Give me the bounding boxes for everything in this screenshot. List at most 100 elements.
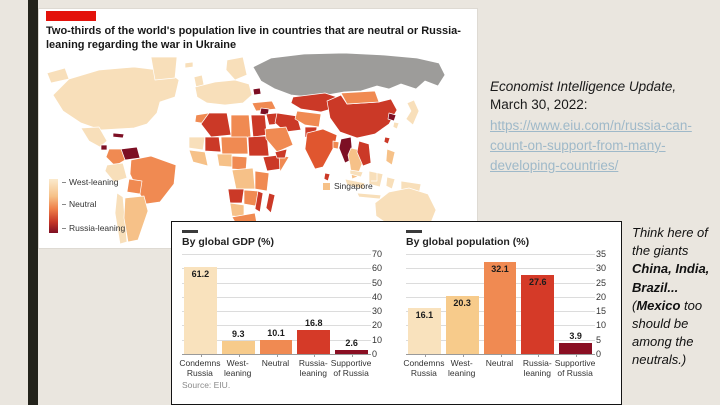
y-tick-label-60: 60 — [372, 263, 383, 274]
country-bangladesh — [332, 140, 340, 150]
country-japan — [405, 99, 420, 126]
country-sri-lanka — [323, 172, 331, 182]
country-dr-congo — [231, 167, 256, 190]
bar-russia-leaning — [297, 330, 331, 354]
country-colombia — [105, 148, 126, 167]
legend-label-russia-leaning: Russia-leaning — [62, 223, 125, 233]
country-north-korea — [387, 112, 397, 122]
region-east-africa — [254, 170, 270, 192]
y-tick-label-10: 10 — [596, 320, 607, 331]
gridline-50 — [182, 282, 371, 284]
y-tick-label-5: 5 — [596, 334, 602, 345]
country-iceland — [184, 61, 194, 69]
region-vietnam-laos — [356, 140, 372, 167]
gridline-60 — [182, 268, 371, 270]
country-libya — [230, 114, 252, 139]
y-tick-label-50: 50 — [372, 277, 383, 288]
country-mozambique — [254, 190, 264, 213]
region-namibia-botswana — [229, 202, 245, 218]
y-tick-label-20: 20 — [372, 320, 383, 331]
slide-edge-accent-bar — [28, 0, 38, 405]
bar-supportive-of-russia — [335, 350, 368, 354]
category-label-neutral: Neutral — [261, 358, 290, 368]
island-borneo — [368, 170, 384, 188]
x-tick — [200, 354, 202, 357]
citation-link[interactable]: https://www.eiu.com/n/russia-can-count-o… — [490, 117, 692, 174]
source-note: Source: EIU. — [182, 380, 231, 390]
note-segment: Think here of the giants — [632, 225, 708, 259]
singapore-annotation: Singapore — [323, 181, 373, 191]
x-tick — [352, 354, 354, 357]
x-tick — [238, 354, 240, 357]
country-mauritania — [188, 136, 206, 151]
country-philippines — [385, 148, 396, 166]
y-tick-label-10: 10 — [372, 334, 383, 345]
country-nicaragua — [100, 144, 108, 151]
x-tick — [462, 354, 464, 357]
island-sulawesi — [385, 176, 396, 190]
country-belarus — [252, 87, 262, 96]
country-nigeria — [216, 153, 233, 168]
region-niger-chad — [220, 136, 249, 155]
gridline-70 — [182, 254, 371, 255]
country-egypt — [250, 114, 268, 138]
y-tick-label-0: 0 — [372, 349, 378, 359]
bar-neutral — [483, 262, 517, 354]
country-bolivia — [126, 178, 143, 195]
gridline-20 — [182, 325, 371, 327]
category-label-supportive-of-russia: Supportive of Russia — [330, 358, 372, 378]
y-tick-label-70: 70 — [372, 249, 383, 259]
country-algeria — [200, 112, 232, 138]
category-label-condemns-russia: Condemns Russia — [403, 358, 445, 378]
category-label-russia-leaning: Russia- leaning — [522, 358, 552, 378]
bar-west-leaning — [221, 340, 255, 354]
country-india — [304, 128, 338, 170]
y-tick-label-40: 40 — [372, 291, 383, 302]
chart-top-dash — [182, 230, 198, 233]
gridline-35 — [406, 254, 595, 255]
country-turkey — [251, 100, 277, 112]
country-taiwan — [383, 136, 391, 145]
singapore-label: Singapore — [334, 181, 373, 191]
y-tick-label-30: 30 — [372, 306, 383, 317]
y-tick-label-30: 30 — [596, 263, 607, 274]
note-segment: Mexico — [636, 297, 681, 313]
region-europe — [194, 79, 253, 106]
category-label-west-leaning: West- leaning — [447, 358, 476, 378]
chart-title: By global population (%) — [406, 236, 530, 248]
y-tick-label-25: 25 — [596, 277, 607, 288]
x-tick — [424, 354, 426, 357]
category-label-condemns-russia: Condemns Russia — [179, 358, 221, 378]
x-tick — [576, 354, 578, 357]
note-segment: ( — [632, 297, 637, 313]
legend-label-neutral: Neutral — [62, 199, 96, 209]
y-tick-label-35: 35 — [596, 249, 607, 259]
x-tick — [314, 354, 316, 357]
country-australia — [374, 187, 437, 231]
country-mali — [204, 136, 222, 153]
citation-block: Economist Intelligence Update, March 30,… — [490, 78, 718, 176]
plot-area: 0 10 20 30 40 50 60 70 61.2 Condemns Russia 9.3 Wes… — [179, 249, 382, 378]
country-canada-usa — [52, 66, 180, 131]
gridline-40 — [182, 296, 371, 298]
chart-global-gdp: By global GDP (%) 0 10 20 30 40 50 60 70 61.2 Con… — [179, 228, 397, 388]
country-alaska — [46, 67, 70, 84]
region-central-asia — [294, 110, 322, 128]
bar-value-condemns-russia: 16.1 — [415, 310, 434, 320]
bar-supportive-of-russia — [559, 342, 592, 354]
map-panel: Two-thirds of the world's population liv… — [38, 8, 478, 249]
country-madagascar — [265, 192, 276, 214]
x-tick — [500, 354, 502, 357]
chart-global-population: By global population (%) 0 5 10 15 20 25 30 35 1… — [403, 228, 621, 388]
bar-value-neutral: 10.1 — [267, 327, 285, 338]
bar-value-russia-leaning: 16.8 — [305, 318, 323, 328]
bar-charts-panel: By global GDP (%) 0 10 20 30 40 50 60 70 61.2 Con… — [171, 221, 622, 405]
legend-label-west-leaning: West-leaning — [62, 177, 118, 187]
singapore-callout-line — [371, 165, 378, 182]
legend-gradient-bar — [49, 179, 58, 233]
citation-date: March 30, 2022: — [490, 96, 588, 112]
bar-value-neutral: 32.1 — [491, 264, 509, 275]
singapore-swatch — [323, 182, 330, 190]
country-saudi-arabia — [264, 126, 294, 153]
